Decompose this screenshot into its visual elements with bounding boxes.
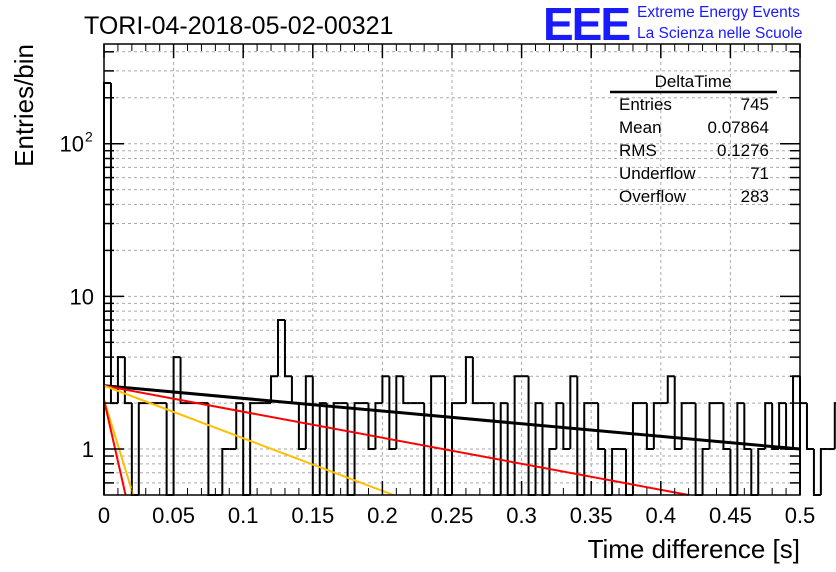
histogram-bin bbox=[805, 403, 814, 451]
y-tick-label: 10 bbox=[70, 284, 94, 309]
histogram-bin bbox=[353, 402, 362, 495]
histogram-bin bbox=[645, 403, 654, 451]
histogram-bin bbox=[548, 448, 557, 495]
histogram-bin bbox=[833, 402, 836, 450]
stats-box: DeltaTime Entries 745 Mean 0.07864 RMS 0… bbox=[610, 72, 777, 206]
stats-label-overflow: Overflow bbox=[619, 187, 687, 206]
histogram-bin bbox=[819, 448, 828, 495]
histogram-bin bbox=[708, 402, 717, 450]
x-tick-label: 0.3 bbox=[506, 503, 537, 528]
histogram-bin bbox=[277, 319, 285, 377]
logo-mark: EEE bbox=[543, 0, 629, 50]
stats-title: DeltaTime bbox=[655, 72, 732, 91]
y-tick-exponent: 2 bbox=[85, 129, 93, 145]
fit-line bbox=[103, 384, 801, 451]
histogram-bin bbox=[235, 402, 244, 450]
histogram-bin bbox=[631, 402, 640, 495]
stats-label-rms: RMS bbox=[619, 141, 657, 160]
y-tick-label: 1 bbox=[82, 437, 94, 462]
histogram-bin bbox=[680, 402, 689, 450]
stats-value-mean: 0.07864 bbox=[708, 118, 769, 137]
stats-value-entries: 745 bbox=[741, 95, 769, 114]
histogram-bin bbox=[757, 448, 766, 495]
logo-line-1: Extreme Energy Events bbox=[637, 4, 800, 21]
histogram-bin bbox=[402, 376, 411, 405]
histogram-bin bbox=[172, 356, 181, 495]
histogram-bin bbox=[304, 375, 313, 450]
histogram-bin bbox=[743, 403, 752, 451]
histogram-bin bbox=[513, 375, 522, 495]
histogram-bin bbox=[736, 402, 745, 495]
histogram-bin bbox=[722, 403, 731, 451]
histogram-bin bbox=[771, 403, 780, 451]
histogram-bin bbox=[562, 403, 571, 451]
histogram-bin bbox=[374, 402, 383, 450]
x-tick-label: 0.35 bbox=[570, 503, 613, 528]
x-tick-label: 0.2 bbox=[367, 503, 398, 528]
histogram-bin bbox=[318, 402, 327, 495]
histogram-bin bbox=[367, 403, 376, 451]
x-axis-label: Time difference [s] bbox=[588, 534, 800, 564]
histogram-bin bbox=[332, 402, 341, 495]
fit-line bbox=[103, 399, 127, 496]
histogram-bin bbox=[464, 356, 473, 404]
histogram-bin bbox=[249, 402, 258, 495]
fit-line bbox=[103, 384, 689, 496]
stats-value-overflow: 283 bbox=[741, 187, 769, 206]
histogram-bin bbox=[666, 375, 675, 404]
x-tick-label: 0.25 bbox=[431, 503, 474, 528]
histogram-bin bbox=[381, 375, 390, 404]
chart-title: TORI-04-2018-05-02-00321 bbox=[84, 12, 393, 40]
histogram-bin bbox=[534, 402, 543, 495]
histogram-bin bbox=[764, 402, 773, 450]
stats-label-underflow: Underflow bbox=[619, 164, 696, 183]
histogram-bin bbox=[451, 402, 459, 495]
x-tick-label: 0.5 bbox=[785, 503, 816, 528]
stats-label-mean: Mean bbox=[619, 118, 662, 137]
stats-value-rms: 0.1276 bbox=[717, 141, 769, 160]
histogram-bin bbox=[430, 375, 439, 495]
x-tick-label: 0.45 bbox=[709, 503, 752, 528]
histogram-bin bbox=[652, 402, 661, 450]
histogram-bin bbox=[778, 402, 787, 450]
fit-curves bbox=[103, 384, 801, 496]
x-tick-label: 0.15 bbox=[291, 503, 334, 528]
histogram-bin bbox=[395, 375, 404, 450]
histogram-bin bbox=[499, 402, 508, 495]
x-tick-label: 0.05 bbox=[152, 503, 195, 528]
histogram-bin bbox=[221, 448, 230, 495]
histogram-bin bbox=[673, 376, 682, 451]
histogram-bin bbox=[471, 357, 480, 405]
histogram-bin bbox=[555, 402, 564, 450]
histogram-bin bbox=[179, 357, 188, 405]
histogram-bin bbox=[283, 320, 292, 378]
x-tick-label: 0 bbox=[98, 503, 110, 528]
histogram-bin bbox=[569, 375, 578, 450]
histogram-bin bbox=[137, 402, 146, 495]
x-tick-label: 0.1 bbox=[228, 503, 259, 528]
x-tick-label: 0.4 bbox=[646, 503, 677, 528]
y-tick-label: 10 bbox=[60, 132, 84, 157]
stats-label-entries: Entries bbox=[619, 95, 672, 114]
histogram-bin bbox=[583, 402, 592, 495]
histogram-bin bbox=[812, 449, 821, 496]
eee-logo: EEE Extreme Energy Events La Scienza nel… bbox=[543, 0, 802, 50]
logo-line-2: La Scienza nelle Scuole bbox=[637, 25, 802, 42]
stats-value-underflow: 71 bbox=[750, 164, 769, 183]
axes: 0 0.05 0.1 0.15 0.2 0.25 0.3 0.35 0.4 0.45 0.5 1 10 1… bbox=[60, 43, 816, 528]
histogram-bin bbox=[270, 375, 278, 404]
y-axis-label: Entries/bin bbox=[9, 44, 39, 167]
histogram-bin bbox=[597, 403, 606, 451]
histogram-bin bbox=[388, 376, 397, 451]
histogram-bin bbox=[297, 403, 306, 451]
histogram-bin bbox=[123, 357, 132, 405]
fit-line bbox=[103, 384, 394, 496]
histogram-bin bbox=[701, 448, 710, 495]
fit-line bbox=[103, 399, 135, 496]
